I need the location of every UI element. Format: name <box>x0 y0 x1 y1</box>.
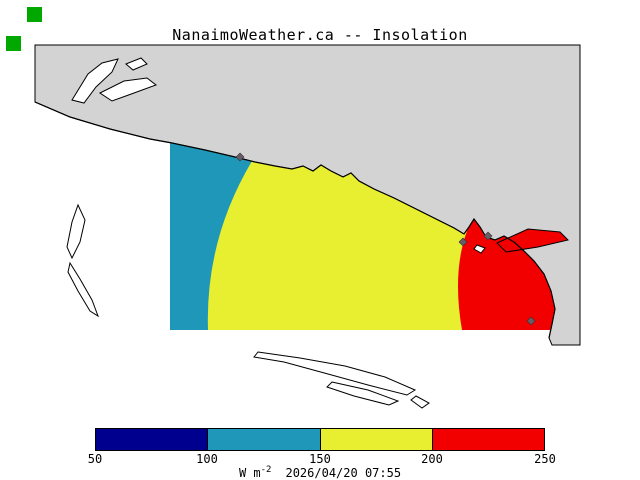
island-outline-west-1 <box>66 203 86 260</box>
island-outline-inlet <box>473 244 486 254</box>
colorbar-tick-250: 250 <box>534 452 556 466</box>
station-marker-4 <box>526 316 536 326</box>
colorbar-tick-100: 100 <box>196 452 218 466</box>
lake-outline-1 <box>71 58 119 104</box>
units-exponent: -2 <box>260 465 272 475</box>
colorbar-tick-200: 200 <box>421 452 443 466</box>
status-square-1 <box>27 7 42 22</box>
timestamp: 2026/04/20 07:55 <box>285 466 402 480</box>
colorbar <box>95 428 545 451</box>
colorbar-segment-200-250 <box>431 429 544 450</box>
station-marker-2 <box>458 237 468 247</box>
colorbar-tick-150: 150 <box>309 452 331 466</box>
station-marker-3 <box>483 231 493 241</box>
station-marker-1 <box>235 152 245 162</box>
colorbar-tick-50: 50 <box>87 452 103 466</box>
colorbar-segment-150-200 <box>319 429 432 450</box>
units-label: W m <box>238 466 261 480</box>
colorbar-caption: W m-2 2026/04/20 07:55 <box>0 465 640 480</box>
page-title: NanaimoWeather.ca -- Insolation <box>172 26 468 44</box>
island-outline-south-3 <box>410 395 430 409</box>
island-outline-south-2 <box>326 381 400 406</box>
colorbar-segment-100-150 <box>207 429 320 450</box>
colorbar-segment-50-100 <box>96 429 208 450</box>
lake-outline-2 <box>99 77 158 102</box>
island-outline-west-2 <box>67 261 99 318</box>
insolation-region-teal <box>170 143 252 330</box>
lake-outline-3 <box>125 57 148 71</box>
status-square-2 <box>6 36 21 51</box>
island-outline-south-1 <box>253 351 417 396</box>
insolation-region-red-wedge <box>496 228 569 253</box>
coastline <box>34 101 556 339</box>
